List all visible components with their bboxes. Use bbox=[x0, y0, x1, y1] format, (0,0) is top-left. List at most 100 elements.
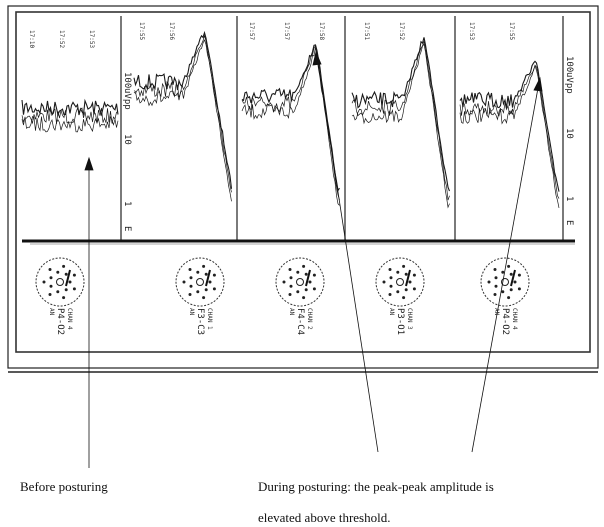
electrode-dot bbox=[289, 284, 293, 288]
scale-right-low: 1 bbox=[564, 196, 574, 201]
electrode-dot bbox=[64, 272, 68, 276]
head-center bbox=[396, 278, 404, 286]
electrode-label: P4-O2 bbox=[55, 308, 65, 335]
arrow-during-2-head bbox=[533, 76, 543, 92]
electrode-an: AN bbox=[188, 308, 195, 316]
electrode-dot bbox=[56, 290, 60, 294]
electrode-dot bbox=[288, 268, 292, 271]
electrode-dot bbox=[412, 273, 416, 277]
eeg-trace-4-0 bbox=[459, 60, 560, 192]
electrode-dot bbox=[204, 272, 208, 276]
electrode-dot bbox=[493, 293, 497, 296]
svg-text:17:55: 17:55 bbox=[508, 22, 515, 40]
electrode-dot bbox=[188, 293, 192, 296]
svg-text:17:51: 17:51 bbox=[363, 22, 370, 40]
electrode-dot bbox=[493, 268, 497, 271]
scale-left-top: 100 bbox=[122, 72, 132, 88]
electrode-dot bbox=[62, 296, 66, 300]
scale-left-low: 1 bbox=[122, 201, 132, 206]
svg-text:17:52: 17:52 bbox=[58, 30, 65, 48]
electrode-channel: CHAN 1 bbox=[206, 308, 213, 330]
svg-text:17:55: 17:55 bbox=[138, 22, 145, 40]
electrode-heads: P4-O2 CHAN 4AN F3-C3 CHAN 1AN F4-C4 CHAN 2AN P… bbox=[35, 257, 530, 335]
electrode-dot bbox=[188, 268, 192, 271]
eeg-trace-2-2 bbox=[241, 46, 340, 206]
electrode-head-3: F4-C4 CHAN 2 AN bbox=[275, 257, 325, 335]
electrode-an: AN bbox=[48, 308, 55, 316]
electrode-dot bbox=[189, 276, 193, 280]
svg-text:17:57: 17:57 bbox=[283, 22, 290, 40]
eeg-trace-2-0 bbox=[241, 44, 340, 192]
electrode-dot bbox=[49, 276, 53, 280]
svg-text:17:52: 17:52 bbox=[398, 22, 405, 40]
electrode-dot bbox=[68, 280, 72, 284]
electrode-dot bbox=[302, 296, 306, 300]
electrode-dot bbox=[517, 287, 521, 291]
electrode-dot bbox=[509, 288, 513, 292]
electrode-dot bbox=[513, 280, 517, 284]
head-outline bbox=[375, 257, 425, 307]
electrode-dot bbox=[494, 284, 498, 288]
eeg-trace-1-2 bbox=[133, 39, 232, 202]
pointer-arrows bbox=[84, 50, 543, 468]
svg-text:17:58: 17:58 bbox=[318, 22, 325, 40]
eeg-trace-4-2 bbox=[459, 64, 560, 208]
svg-text:17:10: 17:10 bbox=[28, 30, 35, 48]
electrode-dot bbox=[208, 280, 212, 284]
electrode-head-1: P4-O2 CHAN 4 AN bbox=[35, 257, 85, 335]
electrode-dot bbox=[304, 272, 308, 276]
electrode-label: F3-C3 bbox=[195, 308, 205, 335]
arrow-during-1-head bbox=[312, 50, 322, 66]
arrow-before-head bbox=[84, 156, 94, 171]
electrode-dot bbox=[296, 270, 300, 274]
head-outline bbox=[480, 257, 530, 307]
electrode-dot bbox=[487, 280, 491, 284]
electrode-dot bbox=[389, 276, 393, 280]
head-outline bbox=[175, 257, 225, 307]
electrode-dot bbox=[196, 270, 200, 274]
eeg-trace-3-1 bbox=[351, 40, 450, 201]
electrode-label: P4-O2 bbox=[500, 308, 510, 335]
electrode-dot bbox=[62, 264, 66, 268]
electrode-an: AN bbox=[288, 308, 295, 316]
electrode-channel: CHAN 2 bbox=[306, 308, 313, 330]
svg-text:17:53: 17:53 bbox=[468, 22, 475, 40]
electrode-dot bbox=[389, 284, 393, 288]
electrode-dot bbox=[501, 270, 505, 274]
timestamp-row: 17:10 17:52 17:53 17:55 17:56 17:57 17:5… bbox=[28, 22, 515, 48]
svg-text:17:57: 17:57 bbox=[248, 22, 255, 40]
eeg-trace-1-0 bbox=[133, 30, 233, 189]
head-center bbox=[296, 278, 304, 286]
electrode-label: P3-O1 bbox=[395, 308, 405, 335]
montage-link bbox=[405, 269, 411, 287]
caption-during-posturing-line1: During posturing: the peak-peak amplitud… bbox=[258, 479, 494, 494]
electrode-dot bbox=[282, 280, 286, 284]
head-center bbox=[501, 278, 509, 286]
caption-before-posturing: Before posturing bbox=[20, 479, 108, 494]
electrode-dot bbox=[202, 264, 206, 268]
scale-right-unit: uVpp bbox=[564, 72, 574, 94]
scale-right-base: E bbox=[564, 220, 574, 225]
outer-frame bbox=[7, 5, 599, 369]
eeg-trace-4-1 bbox=[459, 64, 560, 199]
electrode-dot bbox=[189, 284, 193, 288]
scale-left-base: E bbox=[122, 226, 132, 231]
electrode-dot bbox=[212, 273, 216, 277]
montage-link bbox=[205, 269, 211, 287]
head-outline bbox=[35, 257, 85, 307]
eeg-trace-0-1 bbox=[21, 107, 119, 125]
electrode-dot bbox=[182, 280, 186, 284]
electrode-dot bbox=[312, 287, 316, 291]
electrode-head-5: P4-O2 CHAN 4 AN bbox=[480, 257, 530, 335]
electrode-head-2: F3-C3 CHAN 1 AN bbox=[175, 257, 225, 335]
electrode-dot bbox=[507, 296, 511, 300]
electrode-dot bbox=[382, 280, 386, 284]
scale-right-mid: 10 bbox=[564, 128, 574, 139]
electrode-dot bbox=[64, 288, 68, 292]
electrode-dot bbox=[72, 273, 76, 277]
electrode-dot bbox=[288, 293, 292, 296]
arrow-during-2-line bbox=[471, 87, 539, 453]
montage-link bbox=[65, 269, 71, 287]
electrode-dot bbox=[289, 276, 293, 280]
eeg-trace-1-1 bbox=[133, 34, 232, 193]
